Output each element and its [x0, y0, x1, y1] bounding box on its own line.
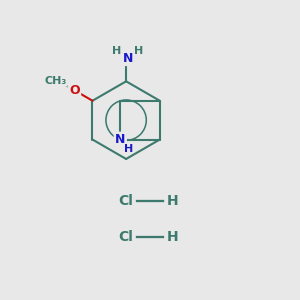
Text: H: H [167, 230, 178, 244]
Text: N: N [122, 52, 133, 65]
Text: N: N [115, 133, 125, 146]
Text: Cl: Cl [119, 230, 134, 244]
Text: CH₃: CH₃ [44, 76, 66, 85]
Text: H: H [167, 194, 178, 208]
Text: H: H [124, 144, 133, 154]
Text: Cl: Cl [119, 194, 134, 208]
Text: H: H [112, 46, 121, 56]
Text: H: H [134, 46, 144, 56]
Text: O: O [69, 84, 80, 97]
